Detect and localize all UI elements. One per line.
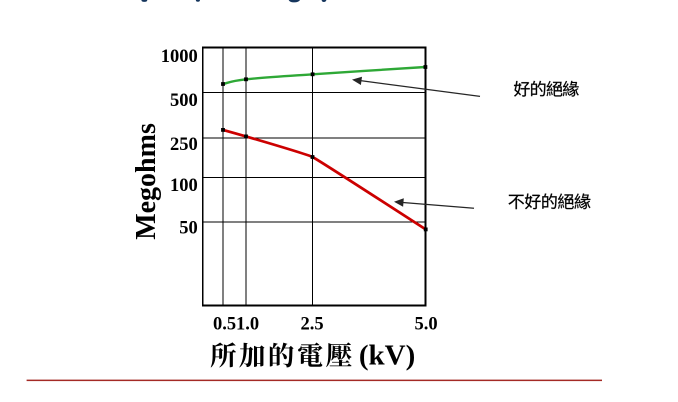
svg-text:(kV): (kV) [359,340,415,372]
svg-text:500: 500 [170,91,198,111]
svg-text:1000: 1000 [161,47,198,67]
svg-text:50: 50 [179,219,198,239]
svg-text:2.5: 2.5 [300,314,323,334]
svg-text:100: 100 [170,176,198,196]
svg-text:0.5: 0.5 [213,314,236,334]
svg-text:250: 250 [170,135,198,155]
svg-text:5.0: 5.0 [414,314,437,334]
svg-text:Megohms: Megohms [131,123,162,240]
svg-text:1.0: 1.0 [236,314,259,334]
